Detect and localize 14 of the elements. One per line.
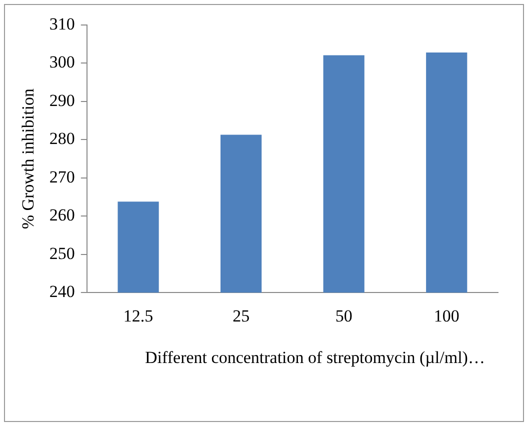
y-tick-label: 290 bbox=[49, 90, 75, 110]
x-tick-label: 12.5 bbox=[123, 306, 154, 326]
x-tick-label: 100 bbox=[434, 306, 460, 326]
y-tick-label: 240 bbox=[49, 282, 75, 302]
y-tick-label: 260 bbox=[49, 206, 75, 225]
y-tick-label: 270 bbox=[49, 167, 75, 186]
x-tick-label: 25 bbox=[232, 306, 250, 326]
x-tick-label: 50 bbox=[335, 306, 352, 326]
y-tick-label: 300 bbox=[49, 52, 75, 72]
y-axis-title: % Growth inhibition bbox=[18, 88, 38, 230]
y-tick-label: 310 bbox=[49, 14, 75, 34]
x-axis-title: Different concentration of streptomycin (µl/ml)… bbox=[144, 347, 486, 369]
y-tick-label: 280 bbox=[49, 129, 75, 148]
y-tick-label: 250 bbox=[49, 244, 75, 263]
